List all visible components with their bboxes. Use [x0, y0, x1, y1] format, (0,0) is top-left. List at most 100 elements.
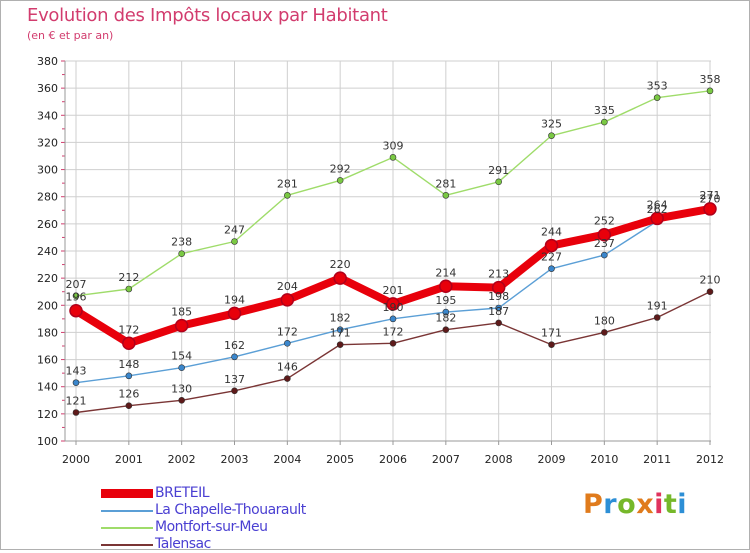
legend-swatch	[101, 544, 153, 546]
legend-label: BRETEIL	[155, 485, 210, 501]
data-label: 309	[383, 139, 404, 152]
data-labels: 196 172 185 194 204 220 201 214 213 244 252 264 271 1…	[66, 73, 721, 408]
data-label: 162	[224, 339, 245, 352]
data-point	[601, 118, 608, 126]
logo-letter: i	[677, 489, 688, 520]
data-label: 182	[435, 312, 456, 325]
logo-letter: t	[663, 489, 678, 520]
data-label: 196	[66, 291, 87, 304]
chart-subtitle: (en € et par an)	[27, 29, 114, 42]
x-tick-label: 2009	[538, 453, 566, 466]
x-tick-label: 2002	[168, 453, 196, 466]
data-label: 185	[171, 306, 192, 319]
data-point	[495, 319, 502, 327]
data-point	[69, 303, 83, 318]
data-label: 281	[277, 177, 298, 190]
data-point	[333, 271, 347, 285]
x-tick-label: 2011	[643, 453, 671, 466]
data-label: 353	[647, 80, 668, 93]
data-point	[284, 375, 291, 382]
logo-letter: P	[583, 489, 604, 520]
grid-lines	[65, 60, 711, 442]
data-point	[653, 314, 661, 321]
data-label: 244	[541, 226, 562, 239]
data-label: 237	[594, 237, 615, 250]
x-tick-label: 2000	[62, 453, 90, 466]
data-label: 252	[594, 215, 615, 228]
data-label: 171	[541, 327, 562, 340]
data-point	[548, 265, 555, 272]
data-point	[706, 288, 714, 296]
data-point	[231, 387, 238, 395]
data-point	[442, 308, 450, 316]
data-point	[703, 202, 717, 216]
data-label: 126	[118, 388, 139, 401]
x-tick-label: 2008	[485, 453, 513, 466]
data-label: 146	[277, 361, 298, 374]
data-label: 271	[700, 189, 721, 202]
y-tick-label: 320	[37, 136, 58, 149]
data-label: 172	[277, 325, 298, 338]
data-point	[336, 326, 344, 334]
data-label: 270	[700, 192, 721, 205]
data-label: 187	[488, 305, 509, 318]
data-point	[650, 211, 664, 226]
data-label: 137	[224, 373, 245, 386]
data-label: 292	[330, 162, 351, 175]
y-tick-label: 160	[37, 354, 58, 367]
data-label: 190	[383, 301, 404, 314]
data-label: 281	[435, 177, 456, 190]
legend-label: Talensac	[155, 536, 211, 552]
data-label: 143	[66, 365, 87, 378]
data-label: 182	[330, 312, 351, 325]
legend-label: Montfort-sur-Meu	[155, 519, 268, 535]
x-tick-label: 2012	[696, 453, 724, 466]
data-point	[125, 285, 133, 293]
x-tick-label: 2005	[326, 453, 354, 466]
data-label: 180	[594, 314, 615, 327]
data-point	[280, 293, 295, 307]
data-point	[231, 238, 238, 245]
data-point	[174, 318, 189, 333]
data-point	[653, 94, 661, 101]
data-label: 130	[171, 382, 192, 395]
data-label: 194	[224, 293, 245, 306]
data-label: 172	[118, 323, 139, 336]
data-label: 154	[171, 350, 192, 363]
chart-title: Evolution des Impôts locaux par Habitant	[27, 5, 388, 26]
y-tick-label: 360	[37, 82, 58, 95]
data-label: 212	[118, 271, 139, 284]
logo-letter: r	[603, 489, 618, 520]
y-tick-label: 180	[37, 326, 58, 339]
data-point	[125, 372, 133, 380]
data-point	[227, 306, 242, 321]
data-point	[122, 336, 136, 351]
data-point	[544, 238, 559, 253]
x-tick-label: 2007	[432, 453, 460, 466]
y-tick-label: 300	[37, 164, 58, 177]
axes: 100 120 140 160 180 200 220 240 260 280 300 320 340 3…	[37, 55, 724, 466]
data-label: 171	[330, 327, 351, 340]
data-point	[389, 154, 397, 161]
data-label: 148	[118, 358, 139, 371]
data-label: 213	[488, 268, 509, 281]
logo-letter: i	[654, 489, 664, 520]
data-point	[442, 326, 450, 334]
data-point	[72, 409, 80, 416]
data-label: 238	[171, 236, 192, 249]
y-tick-label: 120	[37, 408, 58, 421]
y-tick-label: 260	[37, 218, 58, 231]
data-point	[548, 132, 555, 139]
data-point	[386, 297, 400, 311]
legend-swatch	[101, 527, 153, 529]
legend-swatch	[101, 489, 153, 498]
data-label: 227	[541, 251, 562, 264]
data-point	[336, 177, 344, 184]
x-tick-label: 2001	[115, 453, 143, 466]
data-label: 264	[647, 198, 668, 211]
data-label: 195	[435, 294, 456, 307]
data-point	[72, 379, 80, 386]
y-tick-label: 380	[37, 55, 58, 68]
data-point	[601, 329, 608, 336]
